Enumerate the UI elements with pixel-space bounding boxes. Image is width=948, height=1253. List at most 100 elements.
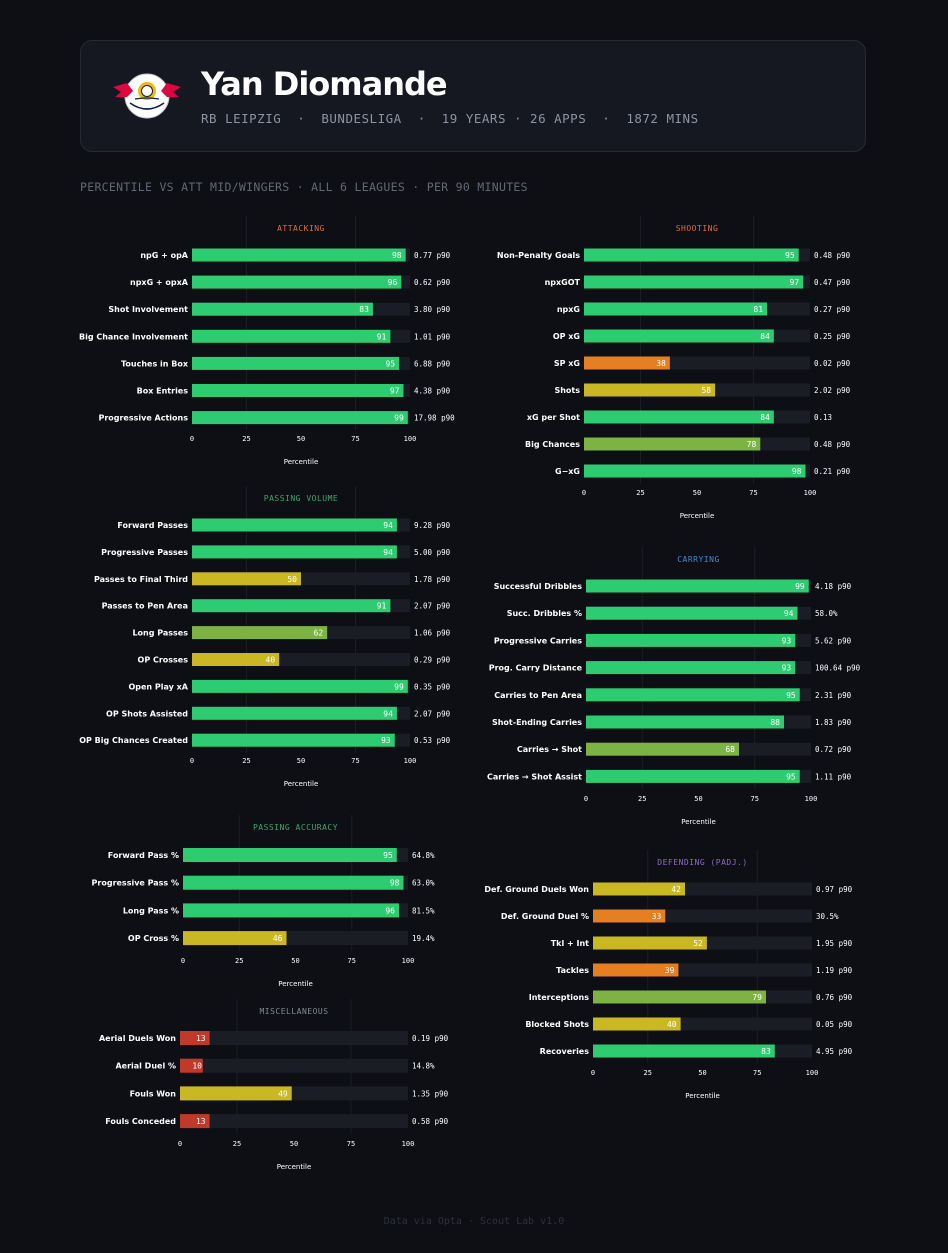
- carrying-percentile-label: 95: [786, 772, 796, 781]
- shooting-percentile-label: 78: [747, 440, 757, 449]
- defending-padj-bar-track: [593, 1044, 812, 1058]
- passing-volume-bar-track: [192, 653, 410, 666]
- carrying-bar-track: [586, 633, 811, 647]
- miscellaneous-axis-label: Percentile: [277, 1163, 312, 1171]
- shooting-raw-value: 0.13: [814, 413, 832, 422]
- page-subtitle: PERCENTILE VS ATT MID/WINGERS · ALL 6 LE…: [80, 180, 528, 194]
- miscellaneous-metric-label: Fouls Won: [130, 1089, 177, 1098]
- passing-accuracy-bar-track: [183, 848, 408, 862]
- shooting-bar-shots: [584, 383, 716, 397]
- passing-volume-raw-value: 2.07 p90: [414, 709, 451, 718]
- defending-padj-axis-tick: 25: [644, 1069, 652, 1077]
- defending-padj-percentile-label: 33: [652, 912, 662, 921]
- shooting-bar-track: [584, 464, 810, 478]
- shooting-percentile-label: 95: [785, 251, 795, 260]
- carrying-axis-tick: 50: [694, 795, 702, 803]
- passing-volume-bar-track: [192, 626, 410, 640]
- carrying-axis-tick: 75: [751, 795, 759, 803]
- carrying-axis-tick: 25: [638, 795, 646, 803]
- passing-accuracy-metric-label: Long Pass %: [123, 906, 179, 915]
- passing-accuracy-raw-value: 63.0%: [412, 879, 435, 888]
- carrying-bar-track: [586, 661, 811, 675]
- carrying-axis-tick: 0: [584, 795, 588, 803]
- passing-volume-metric-label: OP Shots Assisted: [106, 709, 188, 718]
- miscellaneous-metric-label: Fouls Conceded: [105, 1117, 176, 1126]
- passing-accuracy-bar-op-cross: [183, 931, 287, 946]
- passing-volume-bar-track: [192, 599, 410, 613]
- attacking-panel-title: ATTACKING: [277, 224, 325, 233]
- defending-padj-bar-tkl-int: [593, 936, 707, 950]
- carrying-raw-value: 0.72 p90: [815, 745, 852, 754]
- shooting-panel-title: SHOOTING: [676, 224, 719, 233]
- attacking-axis-tick: 75: [351, 435, 359, 443]
- shooting-bar-npxg: [584, 302, 768, 316]
- passing-accuracy-axis-tick: 50: [291, 957, 299, 965]
- passing-accuracy-raw-value: 64.8%: [412, 851, 435, 860]
- shooting-axis-tick: 75: [749, 489, 757, 497]
- carrying-metric-label: Successful Dribbles: [494, 582, 583, 591]
- attacking-percentile-label: 98: [392, 251, 402, 260]
- passing-volume-percentile-label: 50: [287, 575, 297, 584]
- miscellaneous-bar-aerial-duel: [180, 1058, 203, 1073]
- shooting-bar-track: [584, 356, 810, 370]
- passing-volume-bar-track: [192, 706, 410, 720]
- carrying-metric-label: Succ. Dribbles %: [507, 609, 582, 618]
- shooting-bar-track: [584, 248, 810, 262]
- player-meta: RB LEIPZIG · BUNDESLIGA · 19 YEARS · 26 …: [201, 111, 699, 126]
- passing-accuracy-metric-label: OP Cross %: [128, 934, 179, 943]
- defending-padj-raw-value: 4.95 p90: [816, 1047, 853, 1056]
- passing-volume-bar-forward-passes: [192, 518, 397, 532]
- carrying-bar-track: [586, 688, 811, 702]
- carrying-metric-label: Progressive Carries: [494, 636, 582, 645]
- attacking-metric-label: Box Entries: [137, 387, 189, 396]
- attacking-bar-track: [192, 384, 410, 397]
- attacking-metric-label: Big Chance Involvement: [79, 332, 188, 341]
- attacking-axis-tick: 25: [242, 435, 250, 443]
- shooting-axis-tick: 25: [636, 489, 644, 497]
- passing-volume-axis-label: Percentile: [284, 780, 319, 788]
- defending-padj-bar-track: [593, 963, 812, 977]
- defending-padj-bar-track: [593, 990, 812, 1004]
- passing-volume-bar-op-crosses: [192, 653, 280, 666]
- passing-accuracy-panel-title: PASSING ACCURACY: [253, 823, 338, 832]
- defending-padj-bar-recoveries: [593, 1044, 775, 1058]
- shooting-axis-label: Percentile: [680, 512, 715, 520]
- passing-volume-raw-value: 0.35 p90: [414, 682, 451, 691]
- shooting-raw-value: 0.48 p90: [814, 440, 851, 449]
- attacking-bar-track: [192, 356, 410, 370]
- shooting-bar-g-xg: [584, 464, 806, 478]
- shooting-bar-op-xg: [584, 329, 774, 343]
- shooting-bar-track: [584, 302, 810, 316]
- rb-leipzig-badge-icon: [113, 73, 181, 119]
- passing-accuracy-axis-tick: 25: [235, 957, 243, 965]
- attacking-percentile-label: 97: [390, 387, 400, 396]
- carrying-bar-progressive-carries: [586, 633, 796, 647]
- shooting-percentile-label: 98: [792, 467, 802, 476]
- passing-volume-bar-op-shots-assisted: [192, 706, 397, 720]
- player-name: Yan Diomande: [201, 65, 448, 103]
- shooting-percentile-label: 84: [760, 413, 770, 422]
- passing-volume-raw-value: 1.06 p90: [414, 629, 451, 638]
- passing-accuracy-bar-progressive-pass: [183, 875, 404, 890]
- defending-padj-raw-value: 1.19 p90: [816, 966, 853, 975]
- passing-volume-bar-track: [192, 545, 410, 559]
- passing-accuracy-bar-long-pass: [183, 903, 399, 918]
- shooting-percentile-label: 84: [760, 332, 770, 341]
- defending-padj-raw-value: 0.05 p90: [816, 1020, 853, 1029]
- carrying-percentile-label: 68: [725, 745, 735, 754]
- passing-volume-raw-value: 2.07 p90: [414, 602, 451, 611]
- carrying-metric-label: Carries → Shot: [517, 745, 582, 754]
- passing-accuracy-percentile-label: 98: [390, 879, 400, 888]
- defending-padj-percentile-label: 39: [665, 966, 675, 975]
- attacking-percentile-label: 96: [388, 278, 398, 287]
- passing-volume-raw-value: 0.53 p90: [414, 736, 451, 745]
- passing-volume-axis-tick: 100: [404, 757, 417, 765]
- shooting-axis-tick: 100: [804, 489, 817, 497]
- passing-accuracy-axis-label: Percentile: [278, 980, 313, 988]
- carrying-percentile-label: 88: [770, 718, 780, 727]
- attacking-bar-shot-involvement: [192, 302, 373, 316]
- shooting-percentile-label: 81: [753, 305, 763, 314]
- attacking-metric-label: Progressive Actions: [98, 414, 188, 423]
- passing-volume-raw-value: 9.28 p90: [414, 521, 451, 530]
- carrying-percentile-label: 95: [786, 691, 796, 700]
